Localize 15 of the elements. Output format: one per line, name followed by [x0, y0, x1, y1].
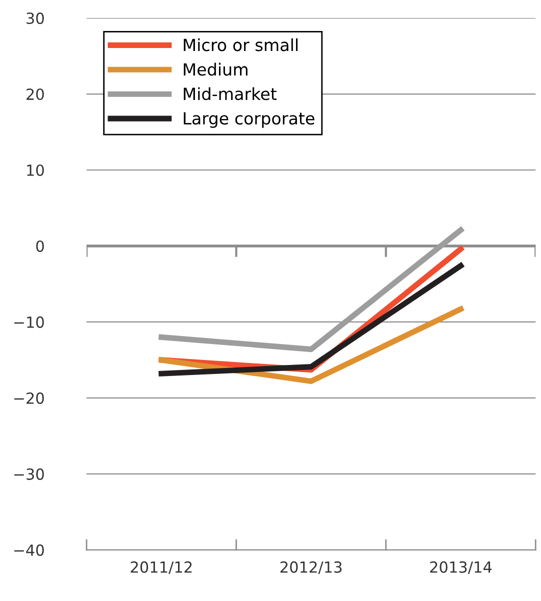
x-tick-label: 2012/13	[280, 561, 342, 574]
legend-label: Medium	[184, 62, 248, 76]
x-tick-label: 2011/12	[130, 561, 192, 574]
x-tick-label: 2013/14	[430, 561, 492, 574]
y-tick-label: 10	[27, 164, 44, 176]
y-tick-label: −20	[14, 392, 44, 404]
y-tick-label: −30	[14, 468, 44, 480]
y-tick-label: −10	[14, 316, 44, 328]
legend-label: Mid-market	[184, 87, 277, 100]
y-tick-label: −40	[14, 544, 44, 556]
y-tick-label: 30	[26, 12, 44, 24]
legend-label: Micro or small	[184, 38, 298, 52]
y-tick-label: 20	[26, 88, 44, 100]
legend-label: Large corporate	[184, 112, 314, 128]
y-tick-label: 0	[36, 240, 44, 252]
